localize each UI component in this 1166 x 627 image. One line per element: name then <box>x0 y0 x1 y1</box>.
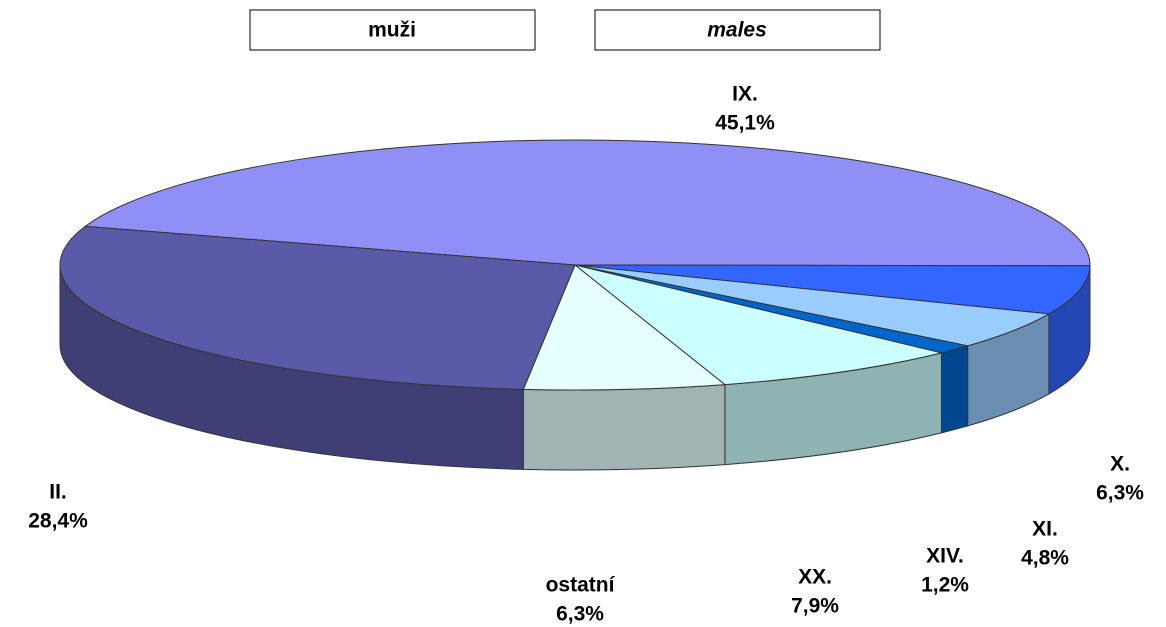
value-label: 45,1% <box>715 112 775 135</box>
value-label: 6,3% <box>556 603 604 626</box>
value-label: 6,3% <box>1096 482 1144 505</box>
title-box <box>249 9 536 51</box>
chart-subtitle: males <box>707 19 767 42</box>
slice-label: XX. <box>798 566 832 589</box>
value-label: 28,4% <box>28 510 88 533</box>
slice <box>574 264 1091 315</box>
slice <box>574 264 942 386</box>
slice <box>522 264 727 391</box>
slice-side <box>522 384 726 471</box>
slice-side <box>940 345 969 434</box>
value-label: 7,9% <box>791 595 839 618</box>
slice-label: X. <box>1110 453 1130 476</box>
slice <box>574 264 1051 347</box>
slice <box>59 225 576 390</box>
slice <box>83 139 1091 267</box>
slice-label: IX. <box>732 83 758 106</box>
slice-label: ostatní <box>546 574 616 597</box>
chart-title: muži <box>368 19 416 42</box>
slice-label: XIV. <box>926 545 964 568</box>
value-label: 4,8% <box>1021 547 1069 570</box>
subtitle-box <box>594 9 881 51</box>
slice-label: XI. <box>1032 518 1058 541</box>
slice-label: II. <box>49 481 67 504</box>
value-label: 1,2% <box>921 574 969 597</box>
